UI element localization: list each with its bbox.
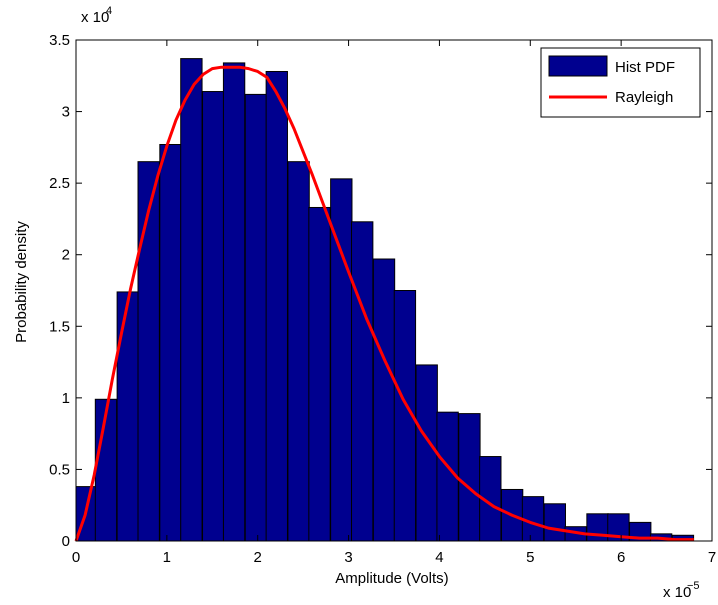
histogram-bar <box>159 143 182 542</box>
histogram-bar <box>521 496 545 542</box>
x-tick-label: 5 <box>526 549 534 566</box>
x-axis-label: Amplitude (Volts) <box>335 570 448 587</box>
histogram-bar <box>351 221 374 542</box>
histogram-bar <box>244 93 268 542</box>
histogram-bar <box>222 62 246 542</box>
histogram-bar <box>287 161 310 542</box>
y-tick-label: 3.5 <box>49 32 70 49</box>
x-tick-label: 1 <box>163 549 171 566</box>
legend: Hist PDF Rayleigh <box>540 47 701 118</box>
rayleigh-curve-layer <box>74 65 694 542</box>
histogram-bars <box>75 58 695 542</box>
y-tick-labels: 0 0.5 1 1.5 2 2.5 3 3.5 <box>49 32 70 550</box>
plot-area-frame <box>75 39 713 542</box>
y-multiplier-exponent: 4 <box>106 5 112 17</box>
x-tick-label: 7 <box>708 549 716 566</box>
y-tick-label: 3 <box>62 104 70 121</box>
y-tick-label: 1 <box>62 390 70 407</box>
x-tick-labels: 0 1 2 3 4 5 6 7 <box>72 549 716 566</box>
histogram-bar <box>180 58 203 542</box>
legend-label-hist-pdf: Hist PDF <box>615 59 675 76</box>
histogram-bar <box>308 206 331 542</box>
legend-swatch-hist-pdf <box>548 55 608 77</box>
y-tick-label: 0 <box>62 533 70 550</box>
y-axis-label: Probability density <box>13 221 30 343</box>
y-tick-label: 2 <box>62 247 70 264</box>
x-tick-label: 3 <box>344 549 352 566</box>
x-tick-label: 2 <box>254 549 262 566</box>
axis-ticks <box>75 39 713 542</box>
x-multiplier-exponent: −5 <box>687 580 700 592</box>
y-tick-label: 0.5 <box>49 461 70 478</box>
rayleigh-curve <box>74 65 694 542</box>
x-tick-label: 4 <box>435 549 443 566</box>
legend-label-rayleigh: Rayleigh <box>615 89 673 106</box>
y-multiplier: x 10 4 <box>81 5 112 26</box>
histogram-bar <box>265 70 288 542</box>
histogram-bar <box>116 291 139 542</box>
histogram-bar <box>458 413 481 542</box>
y-tick-label: 2.5 <box>49 175 70 192</box>
histogram-bar <box>415 364 438 542</box>
x-tick-label: 6 <box>617 549 625 566</box>
x-multiplier-base: x 10 <box>663 584 691 601</box>
histogram-bar <box>372 258 396 542</box>
histogram-bar <box>543 503 566 542</box>
y-multiplier-base: x 10 <box>81 9 109 26</box>
x-tick-label: 0 <box>72 549 80 566</box>
histogram-bar <box>137 161 160 542</box>
x-multiplier: x 10 −5 <box>663 580 700 601</box>
y-tick-label: 1.5 <box>49 318 70 335</box>
histogram-bar <box>202 91 225 542</box>
